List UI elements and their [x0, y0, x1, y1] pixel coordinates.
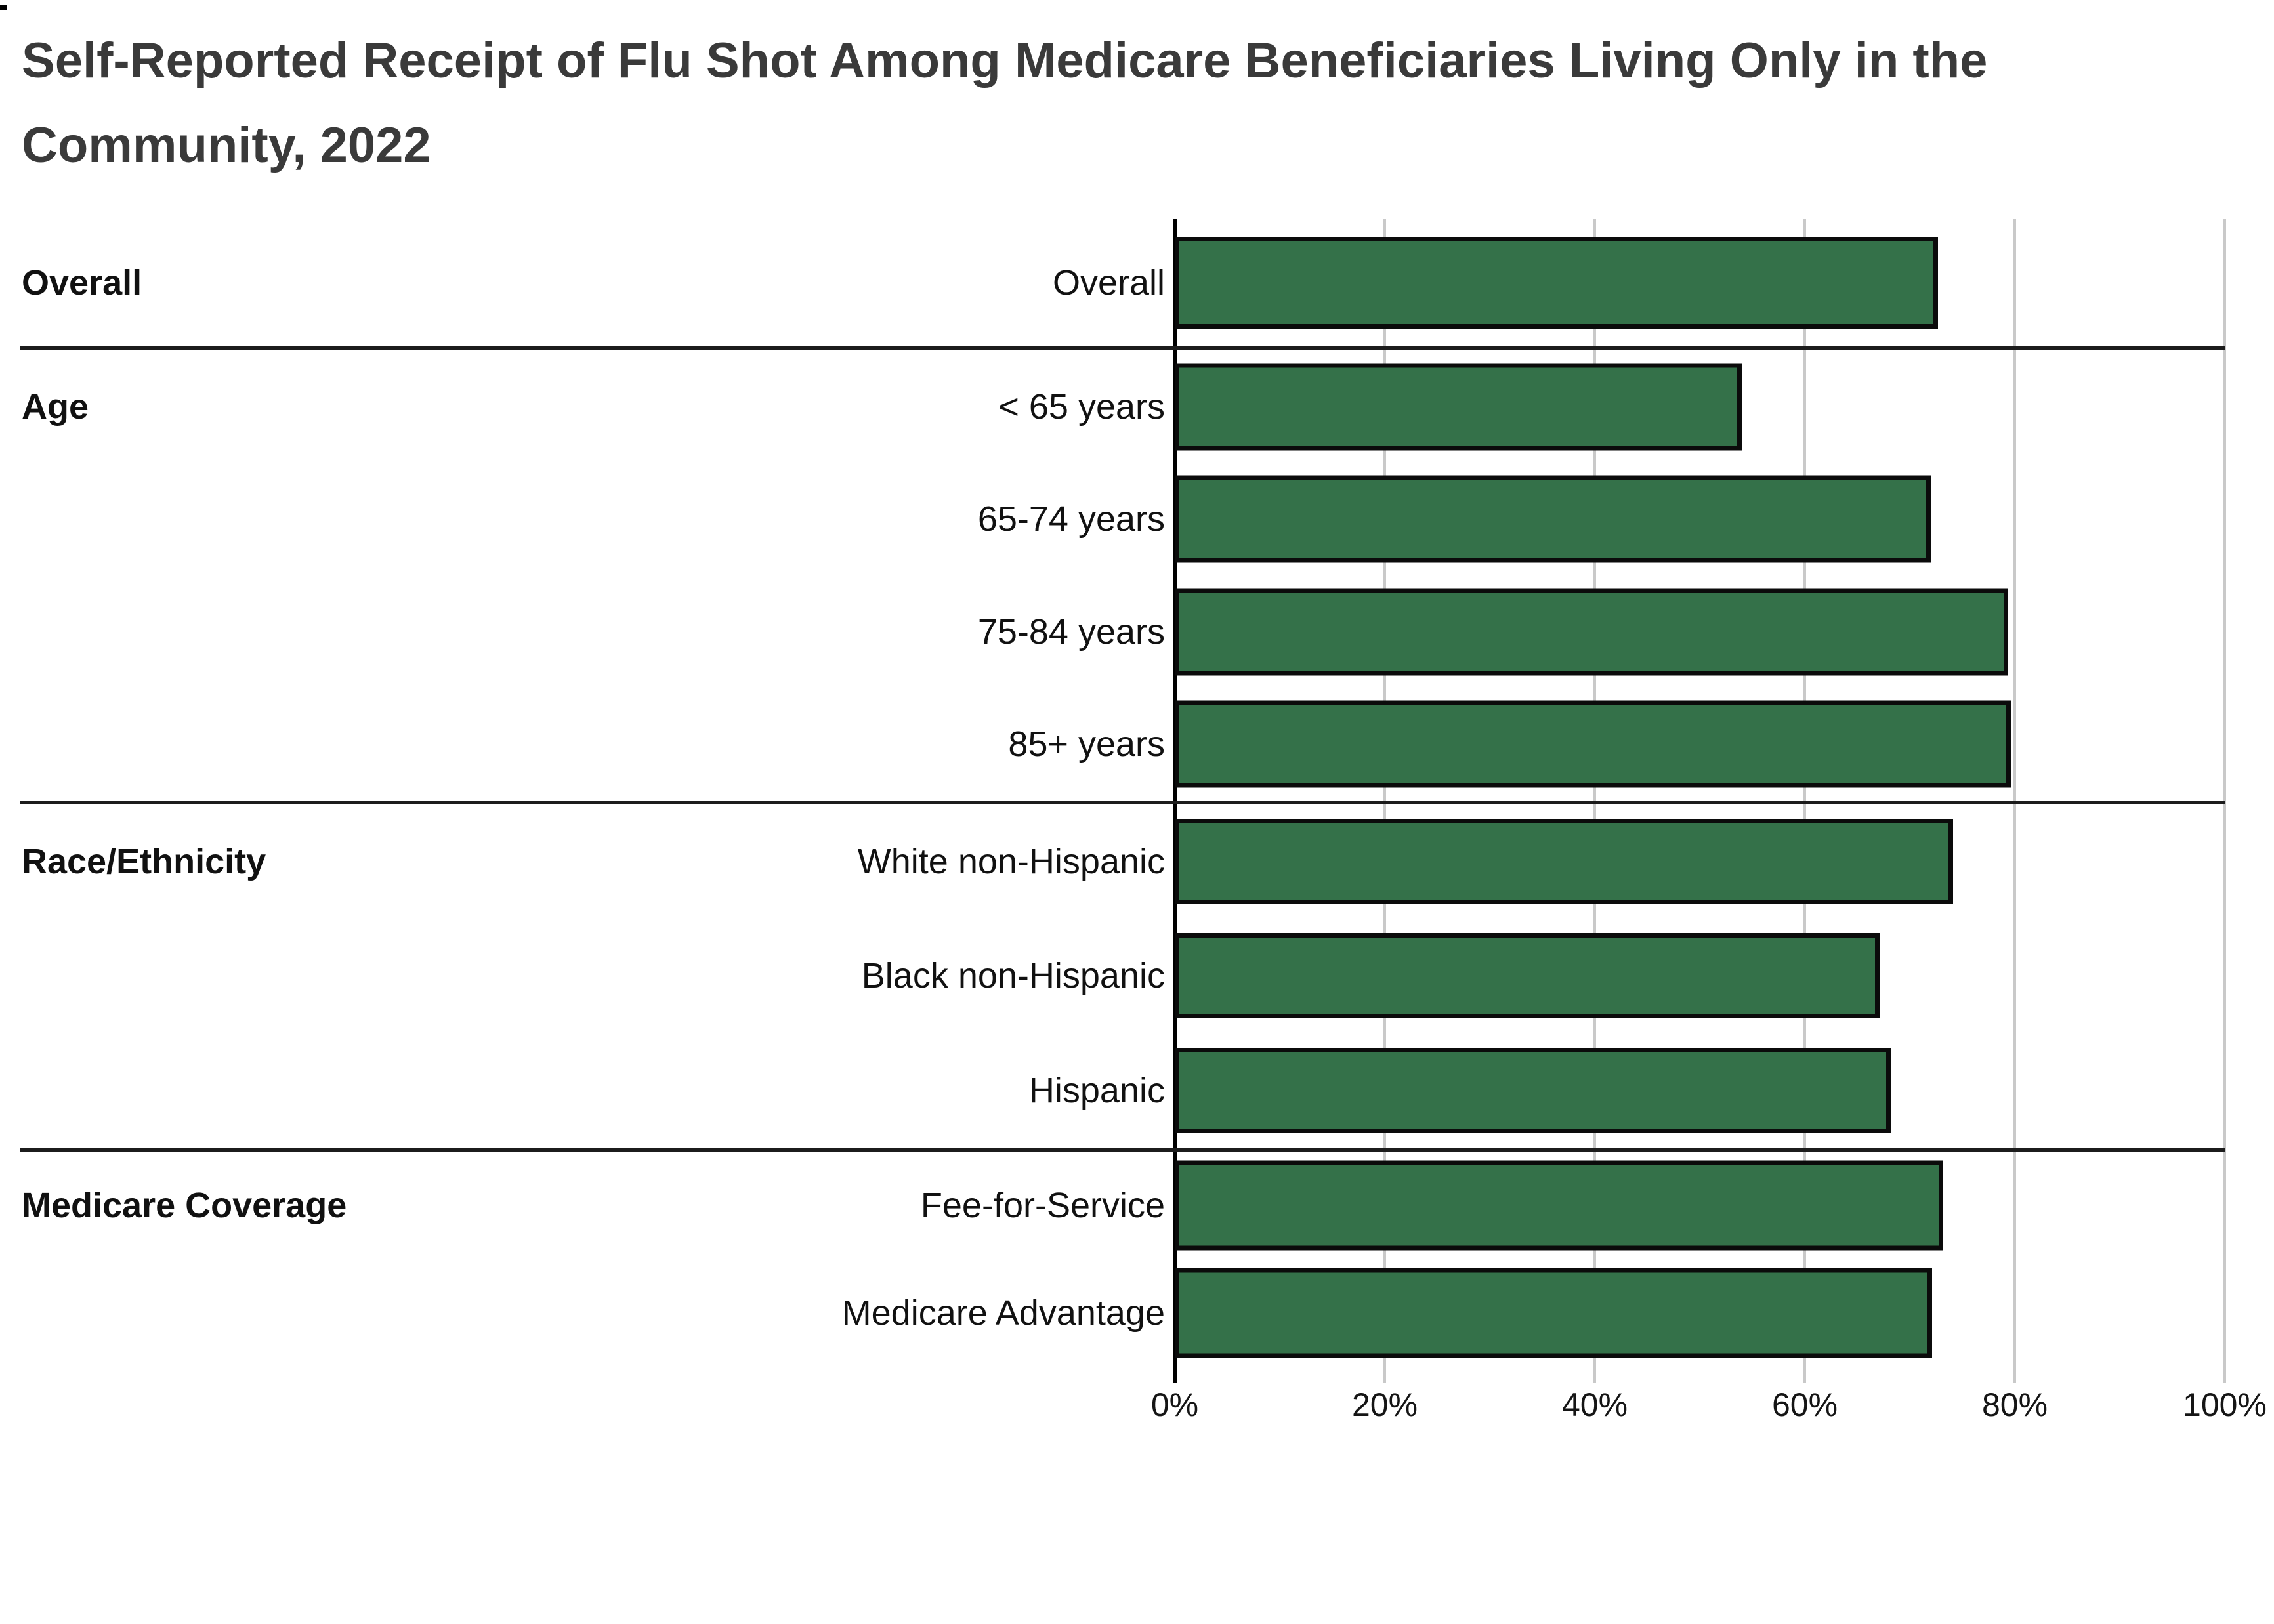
row-label-65-74-years: 65-74 years [977, 499, 1165, 539]
gridline-100 [2223, 219, 2226, 1383]
x-tick-label-20: 20% [1351, 1386, 1418, 1423]
chart-row-65-74-years: 65-74 years [20, 463, 2225, 576]
x-tick-label-60: 60% [1771, 1386, 1838, 1423]
chart-row-medicare-advantage: Medicare Advantage [20, 1259, 2225, 1367]
group-band-overall: Overall Overall [20, 219, 2225, 346]
x-tick-label-40: 40% [1561, 1386, 1628, 1423]
chart-row-hispanic: Hispanic [20, 1033, 2225, 1148]
bar-medicare-advantage [1175, 1268, 1932, 1358]
bar-white-non-hispanic [1175, 819, 1953, 905]
group-label-overall: Overall [22, 262, 142, 302]
chart-row-85-years: 85+ years [20, 688, 2225, 801]
group-band-age: Age < 65 years 65-74 years 75-84 years 85+ y… [20, 346, 2225, 801]
bar-hispanic [1175, 1047, 1891, 1133]
chart-title: Self-Reported Receipt of Flu Shot Among … [22, 33, 1988, 174]
group-band-race-ethnicity: Race/Ethnicity White non-Hispanic Black no… [20, 801, 2225, 1148]
chart-row-white-non-hispanic: Race/Ethnicity White non-Hispanic [20, 804, 2225, 919]
row-label-65-years: < 65 years [998, 386, 1165, 427]
row-label-black-non-hispanic: Black non-Hispanic [861, 956, 1165, 996]
row-label-overall: Overall [1052, 262, 1165, 302]
chart-row-65-years: Age < 65 years [20, 350, 2225, 463]
row-label-75-84-years: 75-84 years [977, 612, 1165, 652]
x-tick-label-80: 80% [1981, 1386, 2048, 1423]
row-label-medicare-advantage: Medicare Advantage [841, 1293, 1165, 1333]
chart-row-black-non-hispanic: Black non-Hispanic [20, 919, 2225, 1033]
group-label-race-ethnicity: Race/Ethnicity [22, 842, 266, 882]
chart-row-fee-for-service: Medicare Coverage Fee-for-Service [20, 1152, 2225, 1259]
row-label-white-non-hispanic: White non-Hispanic [857, 842, 1165, 882]
bar-65-74-years [1175, 475, 1931, 563]
bar-75-84-years [1175, 588, 2008, 676]
group-band-medicare-coverage: Medicare Coverage Fee-for-Service Medicare… [20, 1148, 2225, 1367]
corner-mark [0, 5, 7, 10]
x-tick-label-0: 0% [1150, 1386, 1199, 1423]
bar-fee-for-service [1175, 1160, 1943, 1251]
x-axis-labels: 0% 20% 40% 60% 80% 100% [1151, 1386, 2267, 1425]
row-label-hispanic: Hispanic [1028, 1070, 1165, 1110]
row-label-85-years: 85+ years [1008, 724, 1165, 764]
bar-65-years [1175, 363, 1742, 451]
group-label-medicare-coverage: Medicare Coverage [22, 1186, 347, 1225]
bar-85-years [1175, 700, 2011, 788]
x-tick-label-100: 100% [2183, 1386, 2267, 1423]
chart-row-overall: Overall Overall [20, 219, 2225, 346]
chart-row-75-84-years: 75-84 years [20, 575, 2225, 688]
bar-black-non-hispanic [1175, 933, 1880, 1019]
bar-overall [1175, 236, 1938, 329]
row-label-fee-for-service: Fee-for-Service [920, 1186, 1165, 1225]
group-label-age: Age [22, 386, 89, 427]
